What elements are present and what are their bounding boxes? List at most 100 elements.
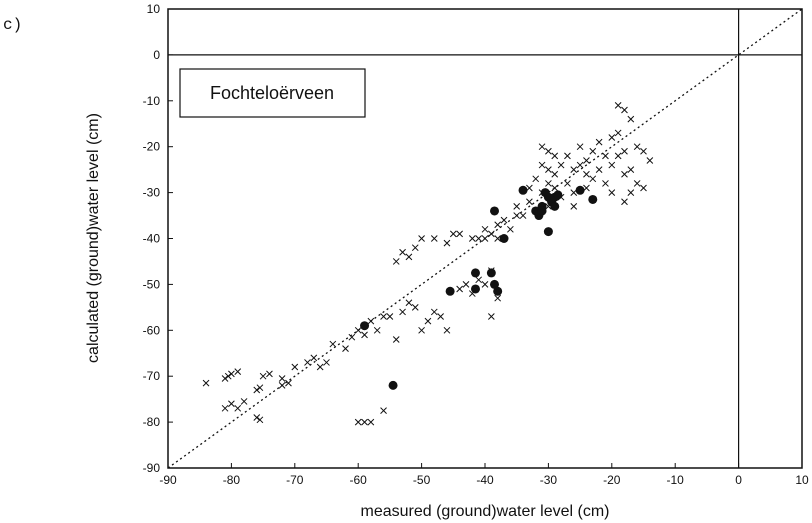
data-point-cross: [316, 363, 324, 371]
data-point-cross: [564, 180, 571, 187]
data-point-cross: [392, 336, 400, 343]
data-point-dot: [490, 279, 500, 289]
data-point-cross: [583, 157, 590, 164]
data-point-cross: [234, 368, 242, 375]
data-point-cross: [621, 170, 628, 178]
data-point-cross: [481, 281, 489, 288]
data-point-cross: [399, 308, 406, 316]
data-point-cross: [526, 198, 533, 206]
data-point-dot: [493, 286, 503, 296]
site-label-box: Fochteloërveen: [179, 68, 366, 118]
data-point-cross: [259, 372, 267, 380]
data-point-cross: [627, 166, 635, 174]
data-point-dot: [470, 284, 480, 294]
data-point-cross: [430, 308, 438, 316]
site-label: Fochteloërveen: [210, 83, 334, 103]
data-point-cross: [564, 152, 571, 160]
data-point-cross: [291, 363, 299, 371]
data-point-cross: [468, 235, 476, 242]
data-point-cross: [589, 175, 597, 183]
data-point-cross: [494, 221, 502, 229]
data-point-cross: [576, 143, 584, 151]
data-point-dot: [360, 321, 370, 331]
data-point-cross: [475, 276, 483, 284]
data-point-cross: [278, 375, 286, 382]
data-point-cross: [411, 244, 419, 252]
data-point-cross: [532, 175, 540, 183]
data-point-dot: [388, 380, 398, 390]
data-point-cross: [576, 161, 584, 169]
data-point-cross: [487, 313, 495, 320]
data-point-cross: [323, 359, 330, 366]
data-point-dot: [553, 190, 563, 200]
data-point-cross: [449, 230, 457, 238]
y-tick-label: -20: [143, 140, 161, 154]
data-point-cross: [646, 157, 654, 164]
data-point-cross: [348, 333, 356, 341]
data-point-cross: [380, 313, 387, 320]
x-tick-label: -20: [603, 473, 621, 487]
data-point-cross: [551, 152, 559, 160]
data-point-cross: [551, 170, 559, 178]
data-point-cross: [386, 313, 394, 320]
data-point-cross: [411, 303, 419, 311]
data-point-cross: [500, 216, 508, 224]
y-tick-label: -70: [143, 369, 161, 383]
y-axis-label: calculated (ground)water level (cm): [85, 113, 102, 363]
data-point-cross: [285, 379, 292, 387]
data-point-dot: [445, 286, 455, 296]
data-point-cross: [608, 189, 616, 196]
data-point-cross: [253, 386, 261, 394]
data-point-cross: [507, 225, 514, 233]
data-point-dot: [531, 206, 541, 216]
data-point-cross: [481, 235, 489, 242]
y-tick-label: -10: [143, 94, 161, 108]
dot-markers: [360, 185, 598, 390]
y-tick-label: 0: [153, 48, 160, 62]
data-point-cross: [278, 382, 286, 389]
y-tick-label: -60: [143, 323, 161, 337]
data-point-dot: [537, 206, 547, 216]
data-point-dot: [490, 206, 500, 216]
data-point-cross: [405, 253, 413, 261]
y-axis-ticks: -90 -80 -70 -60 -50 -40 -30 -20 -10 0 10: [143, 2, 173, 475]
data-point-cross: [354, 326, 362, 334]
data-point-cross: [373, 326, 381, 334]
data-point-cross: [392, 258, 400, 265]
data-point-cross: [424, 317, 432, 325]
data-point-cross: [399, 248, 406, 256]
data-point-cross: [240, 398, 248, 405]
data-point-cross: [545, 166, 552, 174]
data-point-cross: [456, 285, 463, 293]
data-point-dot: [575, 185, 585, 195]
y-tick-label: -80: [143, 415, 161, 429]
data-point-cross: [304, 359, 311, 366]
data-point-cross: [456, 230, 463, 238]
data-point-cross: [367, 317, 375, 325]
data-point-cross: [621, 198, 628, 206]
y-tick-label: -40: [143, 232, 161, 246]
data-point-cross: [228, 370, 235, 378]
data-point-cross: [256, 384, 264, 392]
plot-area: -90 -80 -70 -60 -50 -40 -30 -20 -10 0 10 -90 -80 -70…: [143, 2, 809, 487]
data-point-cross: [418, 326, 425, 334]
data-point-cross: [405, 299, 413, 307]
data-point-cross: [234, 404, 242, 412]
data-point-cross: [475, 235, 483, 242]
site-label-frame: [179, 68, 366, 118]
data-point-cross: [589, 147, 597, 155]
x-tick-label: -30: [540, 473, 558, 487]
data-point-cross: [640, 147, 647, 155]
x-tick-label: -70: [286, 473, 304, 487]
data-point-cross: [253, 414, 261, 421]
data-point-cross: [462, 281, 470, 288]
data-point-cross: [602, 180, 609, 187]
data-point-dot: [486, 268, 496, 278]
data-point-cross: [443, 239, 451, 247]
data-point-cross: [266, 370, 273, 378]
data-point-cross: [608, 161, 616, 169]
data-point-cross: [614, 152, 622, 160]
y-tick-label: -90: [143, 461, 161, 475]
data-point-cross: [545, 147, 552, 155]
